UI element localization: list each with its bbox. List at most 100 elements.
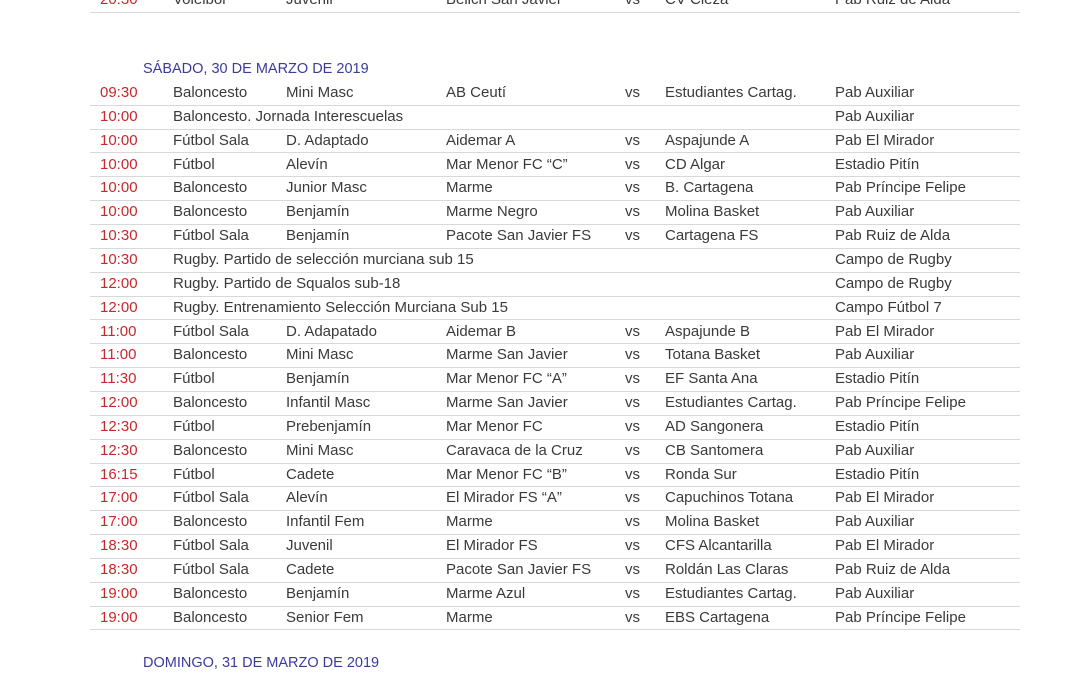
table-row: 11:00 Fútbol Sala D. Adapatado Aidemar B vs A… [90, 320, 1020, 345]
cell-home: El Mirador FS “A” [446, 489, 562, 507]
cell-away: Estudiantes Cartag. [665, 84, 797, 101]
cell-venue: Estadio Pitín [835, 155, 920, 173]
cell-away: Molina Basket [665, 513, 760, 531]
cell-venue: Estadio Pitín [835, 465, 920, 483]
table-row: 12:30 Fútbol Prebenjamín Mar Menor FC vs AD S… [90, 415, 1020, 440]
cell-time: 10:00 [100, 107, 138, 125]
cell-category: Prebenjamín [286, 417, 372, 435]
table-row: 16:15 Fútbol Cadete Mar Menor FC “B” vs Ronda… [90, 463, 1020, 488]
cell-home: Marme Azul [446, 584, 526, 602]
table-row: 10:00 Baloncesto Benjamín Marme Negro vs Moli… [90, 200, 1020, 226]
table-row: 12:00 Baloncesto Infantil Masc Marme San Ja… [90, 391, 1020, 416]
cell-time: 09:30 [100, 84, 138, 101]
cell-home: El Mirador FS [446, 537, 538, 555]
cell-category: Mini Masc [286, 84, 354, 101]
cell-vs: vs [625, 0, 640, 8]
cell-time: 12:00 [100, 298, 138, 316]
cell-sport: Fútbol [173, 370, 215, 388]
table-row: 17:00 Baloncesto Infantil Fem Marme vs Molina… [90, 510, 1020, 536]
cell-venue: Pab Auxiliar [835, 441, 915, 459]
cell-sport: Fútbol [173, 465, 215, 483]
cell-time: 17:00 [100, 513, 138, 531]
cell-time: 12:00 [100, 274, 138, 292]
table-row: 17:00 Fútbol Sala Alevín El Mirador FS “A” v… [90, 486, 1020, 512]
cell-category: Juvenil [286, 0, 333, 8]
cell-vs: vs [625, 203, 640, 221]
cell-away: EBS Cartagena [665, 608, 770, 626]
cell-home: Mar Menor FC “C” [446, 155, 568, 173]
cell-venue: Pab Ruiz de Alda [835, 227, 951, 245]
cell-sport: Baloncesto [173, 608, 248, 626]
cell-category: Benjamín [286, 370, 350, 388]
cell-away: Capuchinos Totana [665, 489, 794, 507]
cell-category: Senior Fem [286, 608, 364, 626]
table-row: 18:30 Fútbol Sala Cadete Pacote San Javier … [90, 558, 1020, 583]
cell-vs: vs [625, 394, 640, 412]
cell-time: 10:00 [100, 155, 138, 173]
table-row: 10:30 Rugby. Partido de selección murcian… [90, 248, 1020, 273]
cell-venue: Pab El Mirador [835, 537, 935, 555]
cell-time: 19:00 [100, 608, 138, 626]
cell-category: Benjamín [286, 584, 350, 602]
cell-time: 18:30 [100, 561, 138, 578]
cell-category: Alevín [286, 489, 328, 507]
cell-venue: Campo de Rugby [835, 274, 952, 292]
cell-sport: Fútbol Sala [173, 131, 249, 149]
cell-time: 19:00 [100, 584, 138, 602]
cell-sport: Fútbol [173, 155, 215, 173]
cell-vs: vs [625, 537, 640, 555]
day-heading-saturday: SÁBADO, 30 DE MARZO DE 2019 [143, 61, 369, 77]
cell-away: Ronda Sur [665, 465, 737, 483]
cell-vs: vs [625, 370, 640, 388]
cell-category: D. Adapatado [286, 322, 377, 340]
cell-vs: vs [625, 179, 640, 197]
cell-venue: Pab El Mirador [835, 131, 935, 149]
cell-venue: Pab El Mirador [835, 489, 935, 507]
cell-vs: vs [625, 441, 640, 459]
cell-home: Pacote San Javier FS [446, 227, 592, 245]
cell-home: Marme [446, 608, 493, 626]
cell-away: CD Algar [665, 155, 726, 173]
cell-vs: vs [625, 465, 640, 483]
cell-venue: Pab Ruiz de Alda [835, 0, 950, 8]
cell-sport: Fútbol Sala [173, 561, 249, 578]
cell-home: Marme [446, 179, 493, 197]
cell-venue: Estadio Pitín [835, 370, 920, 388]
cell-time: 11:00 [100, 322, 137, 340]
table-row: 18:30 Fútbol Sala Juvenil El Mirador FS vs CF… [90, 534, 1020, 559]
cell-sport: Fútbol Sala [173, 537, 249, 555]
cell-away: Molina Basket [665, 203, 760, 221]
cell-venue: Campo Fútbol 7 [835, 298, 942, 316]
cell-category: Mini Masc [286, 441, 354, 459]
cell-home: Aidemar A [446, 131, 516, 149]
cell-time: 11:30 [100, 370, 137, 388]
table-row: 11:00 Baloncesto Mini Masc Marme San Javier… [90, 343, 1020, 369]
cell-home: Marme [446, 513, 493, 531]
cell-category: Infantil Fem [286, 513, 365, 531]
cell-category: Cadete [286, 561, 335, 578]
cell-vs: vs [625, 513, 640, 531]
cell-sport: Fútbol Sala [173, 489, 249, 507]
day-heading-sunday: DOMINGO, 31 DE MARZO DE 2019 [143, 655, 380, 671]
cell-venue: Pab Auxiliar [835, 513, 915, 531]
cell-vs: vs [625, 227, 640, 245]
cell-home: Belich San Javier [446, 0, 562, 8]
table-row: 19:00 Baloncesto Benjamín Marme Azul vs Estud… [90, 582, 1020, 607]
table-row: 10:30 Fútbol Sala Benjamín Pacote San Javie… [90, 224, 1020, 249]
cell-vs: vs [625, 489, 640, 507]
cell-home: Mar Menor FC “A” [446, 370, 567, 388]
table-row: 10:00 Baloncesto. Jornada Interescuelas Pa… [90, 105, 1020, 130]
cell-sport: Fútbol Sala [173, 322, 249, 340]
cell-category: Juvenil [286, 537, 333, 555]
cell-time: 10:00 [100, 131, 138, 149]
cell-vs: vs [625, 608, 640, 626]
table-row: 19:00 Baloncesto Senior Fem Marme vs EBS Cart… [90, 606, 1020, 631]
cell-home: Marme San Javier [446, 346, 568, 364]
cell-away: CFS Alcantarilla [665, 537, 772, 555]
cell-time: 18:30 [100, 537, 138, 555]
cell-sport: Baloncesto [173, 513, 248, 531]
cell-away: Estudiantes Cartag. [665, 584, 797, 602]
cell-time: 12:00 [100, 394, 138, 412]
cell-sport: Baloncesto [173, 179, 248, 197]
cell-sport: Baloncesto [173, 584, 248, 602]
